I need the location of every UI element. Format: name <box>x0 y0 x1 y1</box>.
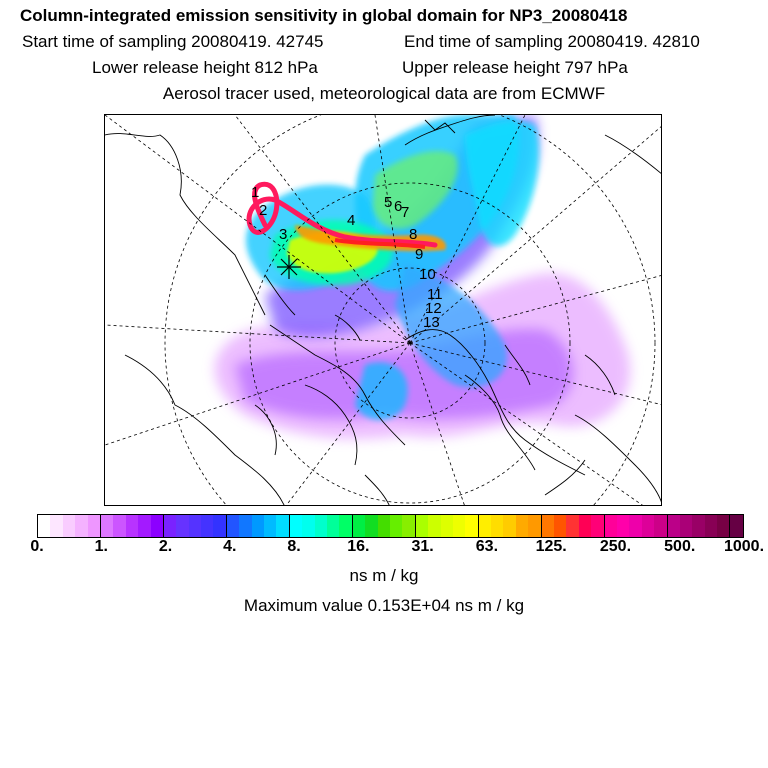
emission-sensitivity-map: 1 2 3 4 5 6 7 8 9 10 11 12 13 <box>104 114 662 506</box>
colorbar-swatch <box>50 515 63 537</box>
colorbar-swatch <box>150 515 164 537</box>
colorbar-swatch <box>428 515 441 537</box>
colorbar-tick-label: 16. <box>347 538 370 555</box>
colorbar-swatch <box>654 515 668 537</box>
trajectory-label: 7 <box>401 204 409 221</box>
colorbar-swatch <box>100 515 114 537</box>
colorbar-tick-label: 1. <box>94 538 108 555</box>
colorbar-swatch <box>641 515 655 537</box>
colorbar-swatch <box>465 515 479 537</box>
colorbar-swatch <box>566 515 579 537</box>
colorbar-swatch <box>264 515 277 537</box>
colorbar-swatch <box>389 515 403 537</box>
colorbar <box>37 514 744 538</box>
colorbar-swatch <box>226 515 240 537</box>
colorbar-tick-label: 2. <box>158 538 173 555</box>
colorbar-swatch <box>365 515 378 537</box>
colorbar-swatch <box>541 515 555 537</box>
sensitivity-plume <box>214 115 631 439</box>
colorbar-swatch <box>314 515 327 537</box>
colorbar-tick-label: 8. <box>287 538 301 555</box>
colorbar-tick-label: 0. <box>30 538 44 555</box>
trajectory-label: 8 <box>409 226 417 243</box>
colorbar-swatch <box>213 515 227 537</box>
colorbar-swatch <box>326 515 340 537</box>
colorbar-swatch <box>554 515 567 537</box>
colorbar-swatch <box>528 515 542 537</box>
trajectory-label: 12 <box>425 300 442 317</box>
colorbar-swatch <box>578 515 592 537</box>
colorbar-swatch <box>402 515 416 537</box>
trajectory-label: 13 <box>423 314 440 331</box>
plot-title: Column-integrated emission sensitivity i… <box>20 6 628 25</box>
trajectory-label: 2 <box>259 202 267 219</box>
coastlines <box>105 115 661 505</box>
colorbar-swatch <box>591 515 605 537</box>
colorbar-swatch <box>113 515 126 537</box>
trajectory-label: 6 <box>394 198 402 215</box>
lower-release-height: Lower release height 812 hPa <box>92 58 318 77</box>
colorbar-units: ns m / kg <box>349 566 419 585</box>
colorbar-swatch <box>138 515 151 537</box>
colorbar-swatch <box>176 515 189 537</box>
colorbar-swatch <box>717 515 731 537</box>
upper-release-height: Upper release height 797 hPa <box>402 58 628 77</box>
colorbar-swatch <box>302 515 315 537</box>
colorbar-swatch <box>163 515 177 537</box>
colorbar-swatch <box>629 515 642 537</box>
colorbar-swatch <box>87 515 101 537</box>
colorbar-swatch <box>515 515 529 537</box>
colorbar-tick-label: 1000. <box>723 538 765 555</box>
sampling-start-time: Start time of sampling 20080419. 42745 <box>22 32 324 51</box>
tracer-description: Aerosol tracer used, meteorological data… <box>162 84 606 103</box>
colorbar-tick-label: 4. <box>223 538 237 555</box>
colorbar-swatch <box>616 515 630 537</box>
sampling-end-time: End time of sampling 20080419. 42810 <box>404 32 700 51</box>
maximum-value: Maximum value 0.153E+04 ns m / kg <box>243 596 525 615</box>
trajectory-label: 9 <box>415 246 423 263</box>
colorbar-swatch <box>503 515 516 537</box>
colorbar-swatch <box>251 515 265 537</box>
colorbar-swatch <box>201 515 214 537</box>
colorbar-swatch <box>377 515 390 537</box>
trajectory-labels: 1 2 3 4 5 6 7 8 9 10 11 12 13 <box>251 184 443 331</box>
colorbar-swatch <box>704 515 718 537</box>
colorbar-swatch <box>276 515 290 537</box>
colorbar-swatch <box>289 515 303 537</box>
colorbar-swatch <box>452 515 466 537</box>
colorbar-swatch <box>604 515 617 537</box>
colorbar-swatch <box>667 515 680 537</box>
colorbar-swatch <box>352 515 366 537</box>
release-point-marker <box>277 255 301 279</box>
colorbar-swatch <box>415 515 429 537</box>
trajectory-label: 11 <box>427 286 443 303</box>
colorbar-swatch <box>679 515 693 537</box>
colorbar-swatch <box>62 515 76 537</box>
colorbar-swatch <box>239 515 252 537</box>
trajectory-label: 5 <box>384 194 392 211</box>
colorbar-tick-label: 125. <box>535 538 567 555</box>
trajectory-label: 4 <box>347 212 355 229</box>
colorbar-swatch <box>125 515 139 537</box>
colorbar-swatch <box>478 515 492 537</box>
colorbar-tick-label: 63. <box>475 538 499 555</box>
colorbar-swatch <box>38 515 51 537</box>
trajectory-label: 1 <box>251 184 259 201</box>
colorbar-swatch <box>491 515 504 537</box>
colorbar-tick-label: 500. <box>664 538 696 555</box>
colorbar-swatch <box>730 515 743 537</box>
map-canvas: 1 2 3 4 5 6 7 8 9 10 11 12 13 <box>105 115 661 505</box>
colorbar-tick-label: 250. <box>599 538 632 555</box>
colorbar-swatch <box>75 515 88 537</box>
trajectory-label: 10 <box>419 266 436 283</box>
colorbar-swatch <box>440 515 453 537</box>
trajectory-label: 3 <box>279 226 287 243</box>
colorbar-swatch <box>339 515 353 537</box>
source-trajectory-loop <box>246 181 438 249</box>
colorbar-swatch <box>692 515 705 537</box>
colorbar-tick-label: 31. <box>411 538 434 555</box>
colorbar-swatch <box>188 515 202 537</box>
graticule <box>105 115 661 505</box>
